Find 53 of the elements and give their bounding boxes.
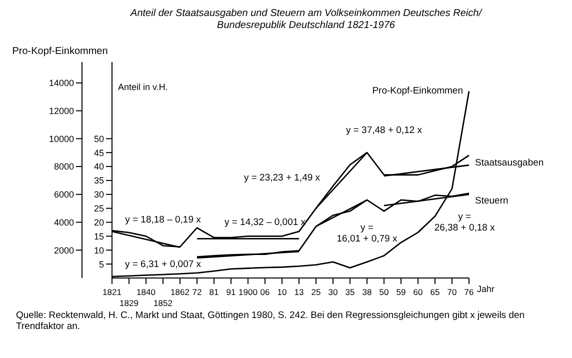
series-label: Staatsausgaben [475,157,544,168]
annotation: y = 23,23 + 1,49 x [244,172,320,184]
y-tick-label: 6000 [54,190,74,200]
x-tick-label: 65 [430,287,440,297]
x-tick-label: 1862 [170,287,190,297]
x-tick-label: 38 [362,287,372,297]
x-tick-label: 50 [379,287,389,297]
annotation: y = 6,31 + 0,007 x [124,258,202,270]
x-tick-label: 76 [464,287,474,297]
annotation: y = 18,18 – 0,19 x [125,214,202,226]
x-tick-label: 13 [294,287,304,297]
x-tick-label: 59 [396,287,406,297]
annotation: y = 16,01 + 0,79 x [336,222,398,245]
x-tick-label: 91 [226,287,236,297]
x-axis-title: Jahr [477,284,495,294]
x-tick-label: 81 [209,287,219,297]
y2-tick-label: 35 [94,176,104,186]
y2-tick-label: 30 [94,190,104,200]
x-tick-label: 70 [447,287,457,297]
x-tick-label: 25 [311,287,321,297]
y2-tick-label: 45 [94,148,104,158]
y-tick-label: 12000 [48,106,74,116]
y-tick-label: 2000 [54,245,74,256]
series-label: Steuern [475,195,508,206]
source-note: Quelle: Recktenwald, H. C., Markt und Staat, Göttingen 1980, S. 242. Bei den Regressionsgleichungen gibt x jeweils den Trendfaktor an. [15,310,526,332]
y-tick-label: 4000 [54,217,74,228]
x-tick-label: 1840 [136,287,156,297]
y2-tick-label: 5 [98,259,104,270]
y-tick-label: 14000 [48,78,74,88]
x-tick-label: 72 [192,287,202,297]
x-tick-label: 10 [277,287,287,297]
y-axis-title: Pro-Kopf-Einkommen [12,46,108,57]
x-tick-label: 1900 [238,287,258,297]
y2-tick-label: 40 [94,162,104,172]
x-tick-label: 1852 [154,298,173,308]
x-tick-label: 60 [413,287,423,297]
x-tick-label: 06 [260,287,270,297]
chart-title: Anteil der Staatsausgaben und Steuern am Volkseinkommen Deutsches Reich/ Bundesrepublik Deutschland 1821-1976 [129,8,484,32]
y2-tick-label: 50 [94,134,104,144]
y2-axis-title: Anteil in v.H. [118,82,168,92]
x-tick-label: 35 [345,287,355,297]
series-label: Pro-Kopf-Einkommen [372,85,463,96]
y2-tick-label: 10 [94,245,104,256]
x-tick-label: 1829 [120,298,139,308]
annotation: y = 26,38 + 0,18 x [434,211,496,234]
x-tick-label: 1821 [102,287,122,297]
x-tick-label: 30 [328,287,338,297]
y2-tick-label: 20 [94,217,104,228]
y-tick-label: 8000 [54,162,74,172]
annotation: y = 37,48 + 0,12 x [346,125,422,136]
y2-tick-label: 25 [94,204,104,214]
y-tick-label: 10000 [48,134,74,144]
y2-tick-label: 15 [94,231,104,242]
